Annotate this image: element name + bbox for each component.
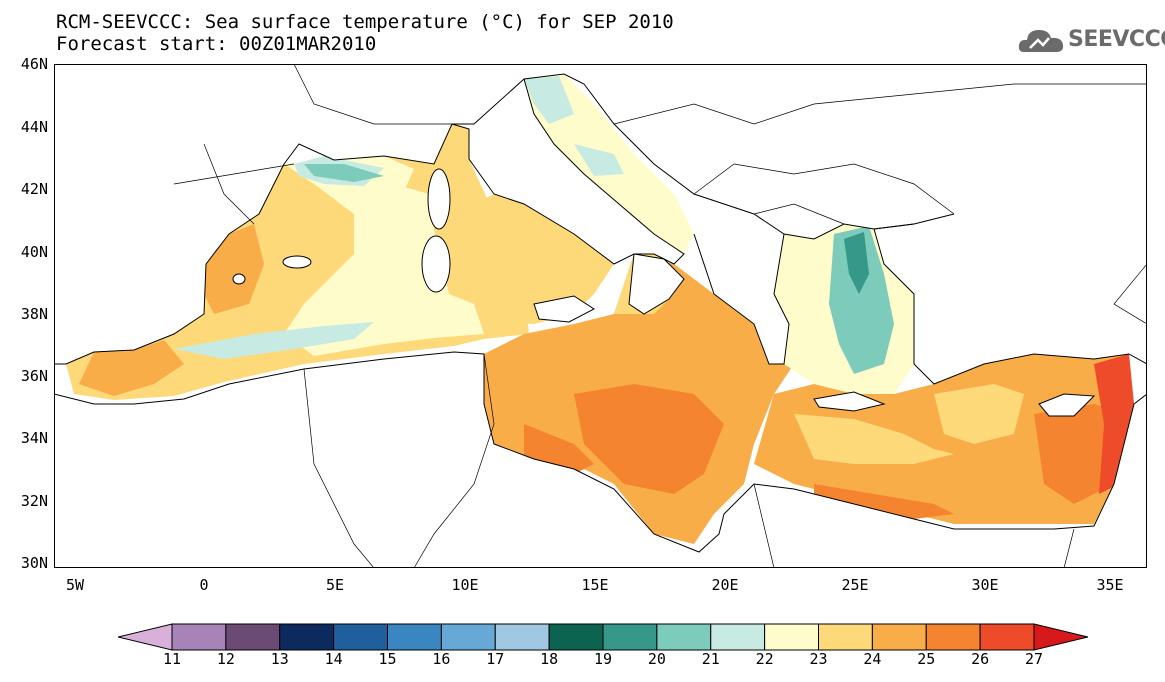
colorbar-cell: [333, 623, 388, 651]
colorbar-cell: [656, 623, 712, 651]
colorbar-label: 11: [162, 650, 182, 668]
colorbar-cell: [440, 623, 496, 651]
lat-label-36n: 36N: [20, 367, 48, 385]
colorbar-label: 23: [809, 650, 828, 668]
logo-text: SEEVCCC: [1068, 27, 1165, 52]
lat-label-32n: 32N: [20, 492, 48, 510]
seevccc-logo: SEEVCCC: [1018, 24, 1165, 58]
colorbar: [118, 623, 1088, 651]
lat-label-46n: 46N: [20, 55, 48, 73]
colorbar-cell: [925, 623, 981, 651]
colorbar-cell: [494, 623, 550, 651]
colorbar-cell: [818, 623, 873, 651]
colorbar-cell: [764, 623, 819, 651]
colorbar-label: 17: [486, 650, 505, 668]
lat-label-42n: 42N: [20, 180, 48, 198]
colorbar-label: 13: [270, 650, 289, 668]
colorbar-label: 20: [647, 650, 666, 668]
lon-label-20e: 20E: [711, 576, 739, 594]
lon-label-30e: 30E: [971, 576, 999, 594]
lon-label-25e: 25E: [841, 576, 869, 594]
land-masks: [54, 64, 1147, 568]
colorbar-label: 21: [701, 650, 720, 668]
colorbar-cell: [548, 623, 604, 651]
colorbar-cell: [279, 623, 335, 651]
colorbar-cell: [871, 623, 927, 651]
lon-label-35e: 35E: [1096, 576, 1124, 594]
lon-label-0: 0: [199, 576, 209, 594]
colorbar-cell: [387, 623, 442, 651]
colorbar-label: 19: [593, 650, 613, 668]
lat-label-34n: 34N: [20, 429, 48, 447]
colorbar-label: 24: [863, 650, 882, 668]
lon-label-5e: 5E: [325, 576, 345, 594]
lon-label-10e: 10E: [451, 576, 479, 594]
colorbar-high-arrow: [1033, 623, 1088, 651]
lat-label-40n: 40N: [20, 243, 48, 261]
colorbar-cell: [225, 623, 281, 651]
forecast-start-label: Forecast start: 00Z01MAR2010: [56, 33, 377, 55]
map-frame: [54, 64, 1147, 568]
cloud-logo-icon: [1018, 30, 1064, 52]
colorbar-cell: [710, 623, 766, 651]
colorbar-cell: [979, 623, 1035, 651]
colorbar-label: 26: [971, 650, 990, 668]
colorbar-label: 16: [432, 650, 451, 668]
colorbar-cell: [602, 623, 658, 651]
colorbar-label: 22: [755, 650, 774, 668]
colorbar-low-arrow: [118, 623, 173, 651]
country-borders: [173, 64, 1147, 568]
colorbar-label: 25: [917, 650, 936, 668]
colorbar-label: 27: [1024, 650, 1044, 668]
lon-label-5w: 5W: [65, 576, 85, 594]
lat-label-44n: 44N: [20, 118, 48, 136]
sst-map: [54, 64, 1147, 568]
colorbar-label: 14: [324, 650, 343, 668]
colorbar-label: 12: [216, 650, 235, 668]
colorbar-cell: [171, 623, 227, 651]
lon-label-15e: 15E: [581, 576, 609, 594]
colorbar-label: 15: [378, 650, 397, 668]
lat-label-30n: 30N: [20, 554, 48, 572]
lat-label-38n: 38N: [20, 305, 48, 323]
map-title: RCM-SEEVCCC: Sea surface temperature (°C…: [56, 11, 674, 33]
colorbar-label: 18: [540, 650, 559, 668]
